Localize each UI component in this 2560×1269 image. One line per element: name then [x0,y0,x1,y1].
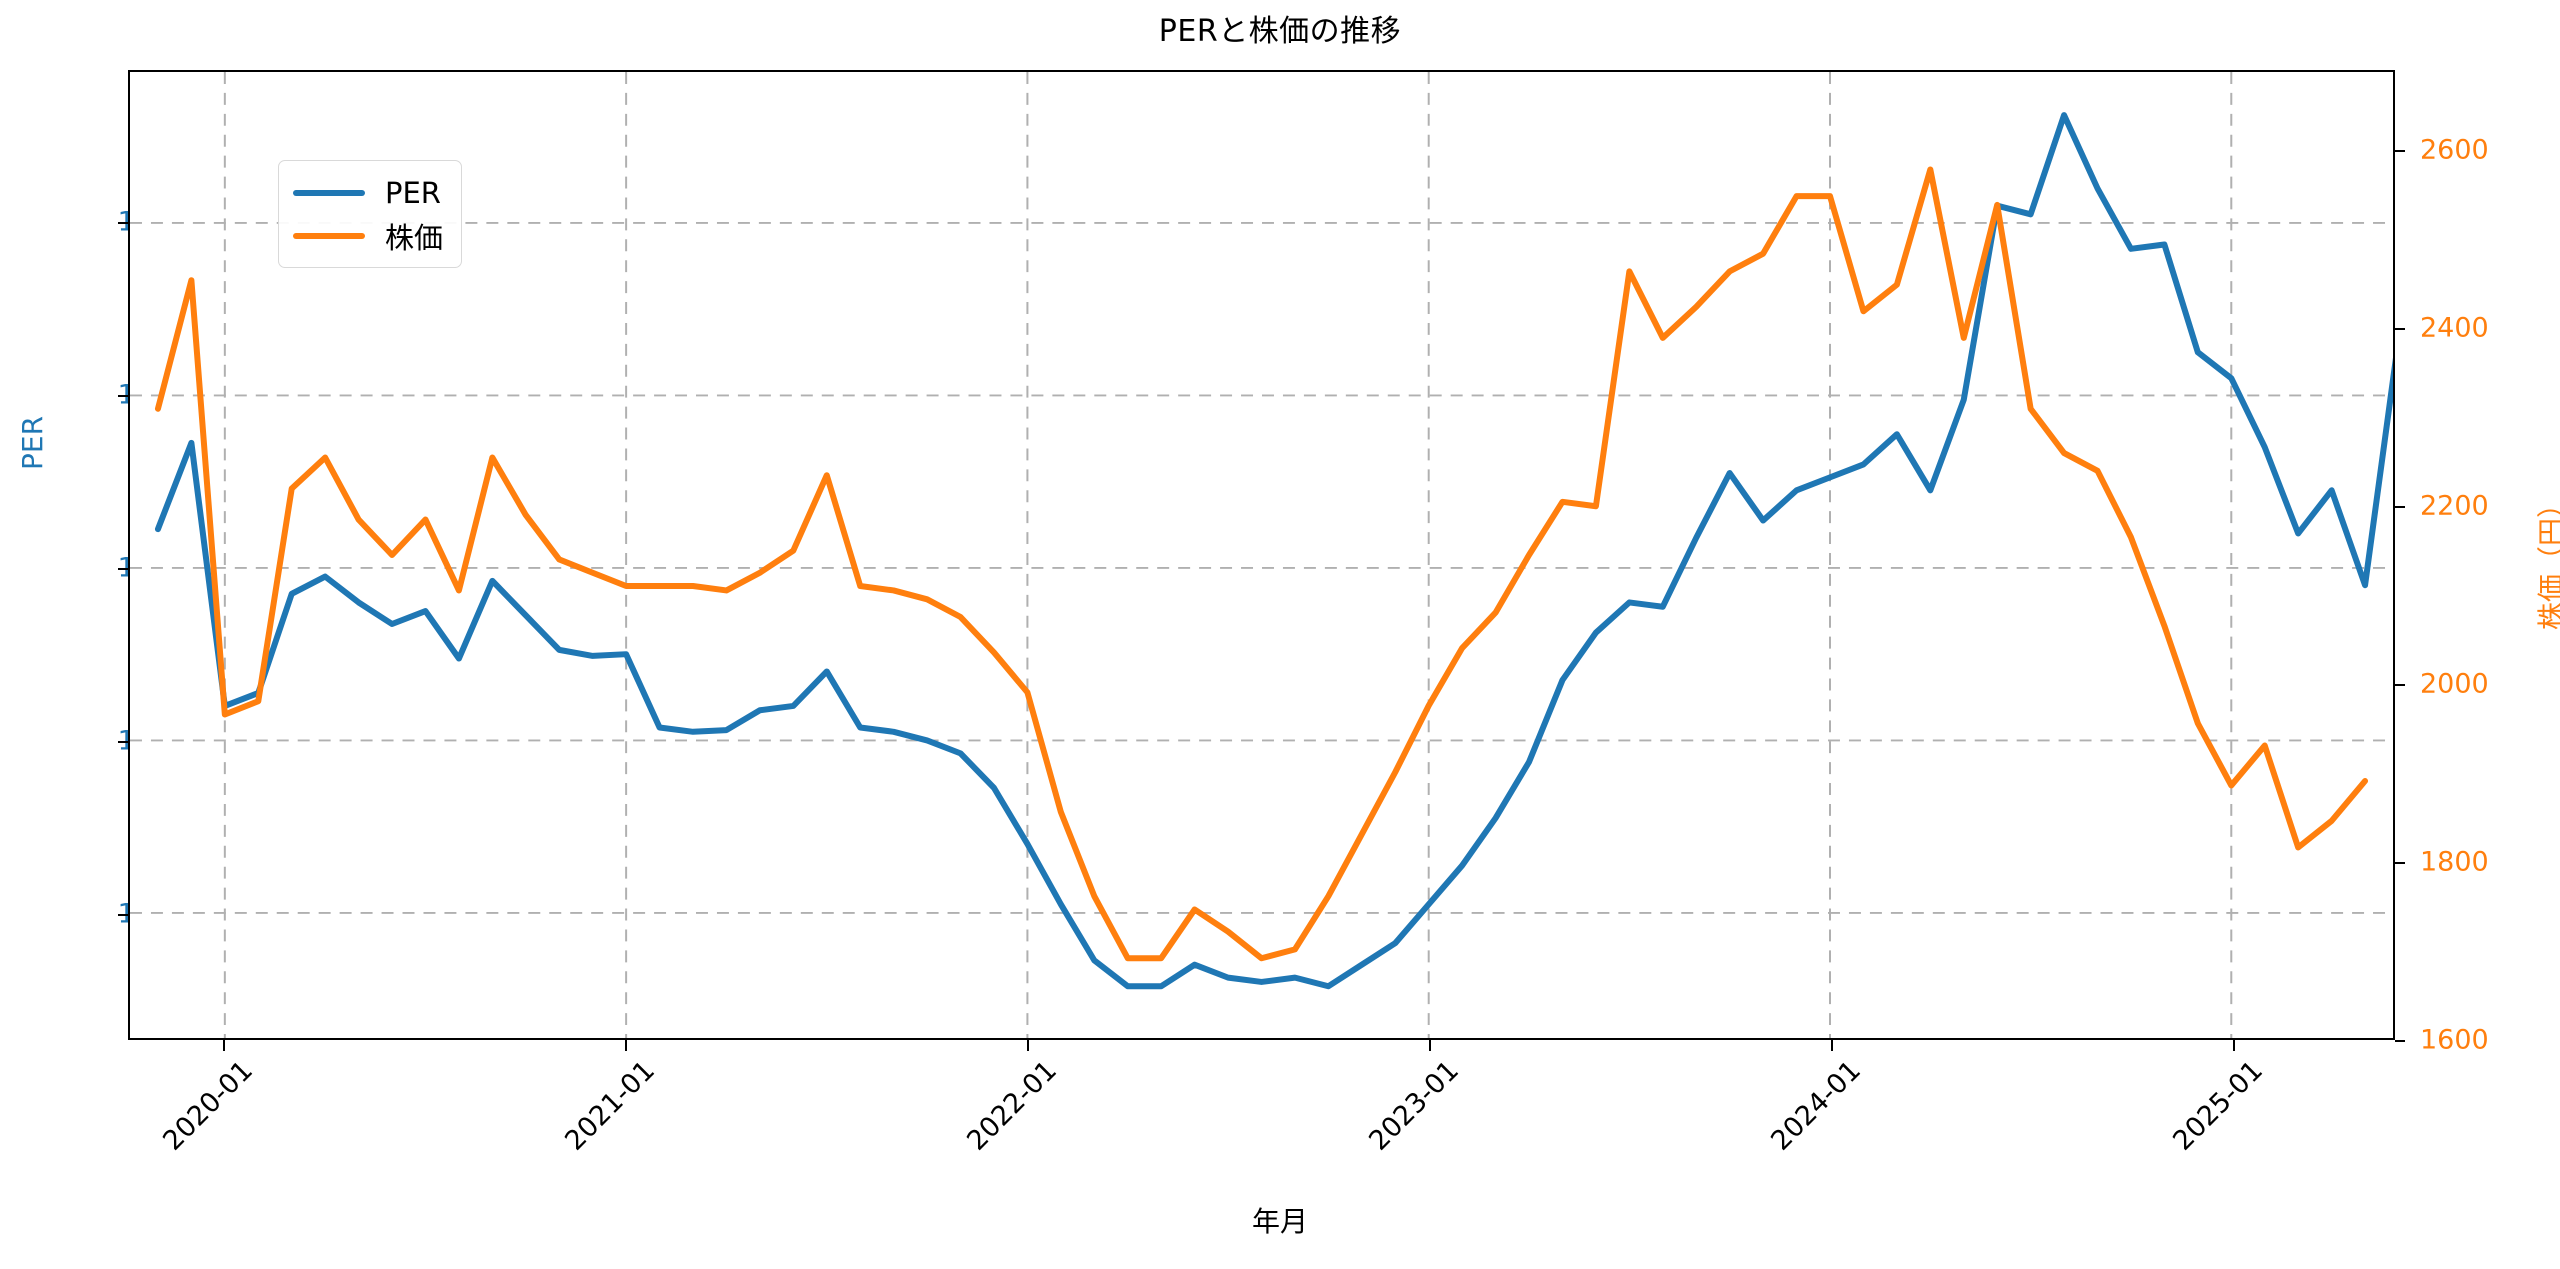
y-axis-right-tick: 2000 [2420,668,2489,700]
y-axis-left-label: PER [16,415,49,470]
legend-swatch-per [293,189,365,196]
y-axis-left-tickmark [118,567,128,570]
legend-item-per[interactable]: PER [293,171,443,214]
page-title: PERと株価の推移 [1158,14,1402,49]
y-axis-right-tickmark [2395,684,2405,687]
y-axis-right-tickmark [2395,862,2405,865]
x-axis-tick: 2021-01 [559,1055,661,1157]
legend-label-per: PER [385,175,441,210]
y-axis-right-tickmark [2395,328,2405,331]
y-axis-left-tickmark [118,221,128,224]
y-axis-right-tickmark [2395,1040,2405,1042]
legend-item-stock[interactable]: 株価 [293,214,443,257]
y-axis-right-tick: 2200 [2420,490,2489,522]
plot-area: PER 株価 [128,70,2395,1040]
x-axis-tick: 2020-01 [157,1055,259,1157]
series-lines [130,72,2393,1038]
x-axis-tick: 2022-01 [961,1055,1063,1157]
legend-label-stock: 株価 [385,220,444,255]
x-axis-tickmark [223,1040,225,1051]
y-axis-right-tick: 2600 [2420,134,2489,166]
x-axis-tick: 2024-01 [1765,1055,1867,1157]
y-axis-left-tickmark [118,914,128,917]
x-axis-tickmark [1429,1040,1431,1051]
series-line-stock [158,169,2365,958]
x-axis-tickmark [1027,1040,1029,1051]
x-axis-tickmark [1831,1040,1833,1051]
legend[interactable]: PER 株価 [278,160,463,268]
x-axis-tickmark [2233,1040,2235,1051]
x-axis-tickmark [625,1040,627,1051]
series-line-per [158,115,2393,986]
y-axis-left-tickmark [118,394,128,397]
y-axis-right-tickmark [2395,506,2405,509]
y-axis-right-tick: 1600 [2420,1024,2489,1056]
x-axis-tick: 2025-01 [2167,1055,2269,1157]
x-axis-label: 年月 [1251,1205,1308,1238]
x-axis-tick: 2023-01 [1363,1055,1465,1157]
legend-swatch-stock [293,232,365,239]
gridlines [130,72,2393,1038]
y-axis-right-tickmark [2395,150,2405,153]
y-axis-right-label: 株価（円） [2535,489,2560,630]
y-axis-right-tick: 1800 [2420,846,2489,878]
y-axis-right-tick: 2400 [2420,312,2489,344]
y-axis-left-tickmark [118,741,128,744]
